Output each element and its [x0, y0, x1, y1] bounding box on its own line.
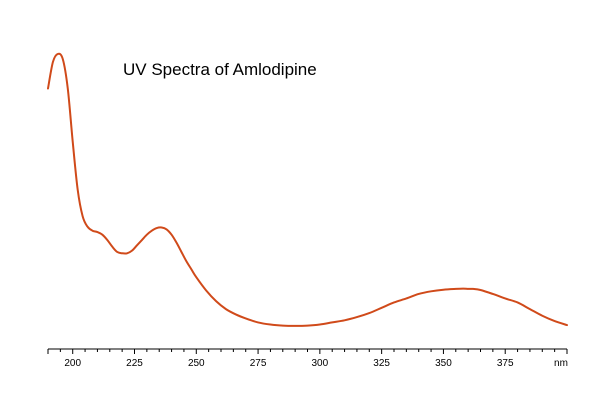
chart-title: UV Spectra of Amlodipine	[123, 60, 317, 79]
x-axis-ticks: 200 225 250 275 300 325 350 375 nm	[47, 349, 568, 369]
series-group	[47, 52, 568, 327]
x-tick-label: 350	[435, 358, 452, 369]
absorbance-series-line	[47, 52, 568, 327]
plot-area: 200 225 250 275 300 325 350 375 nm	[47, 52, 568, 369]
x-tick-label: 225	[126, 358, 143, 369]
x-tick-label: 250	[188, 358, 205, 369]
x-tick-label: 300	[312, 358, 329, 369]
x-tick-label: 375	[497, 358, 514, 369]
x-unit-label: nm	[554, 358, 568, 369]
x-tick-label: 275	[250, 358, 267, 369]
x-tick-label: 200	[64, 358, 81, 369]
x-tick-label: 325	[373, 358, 390, 369]
